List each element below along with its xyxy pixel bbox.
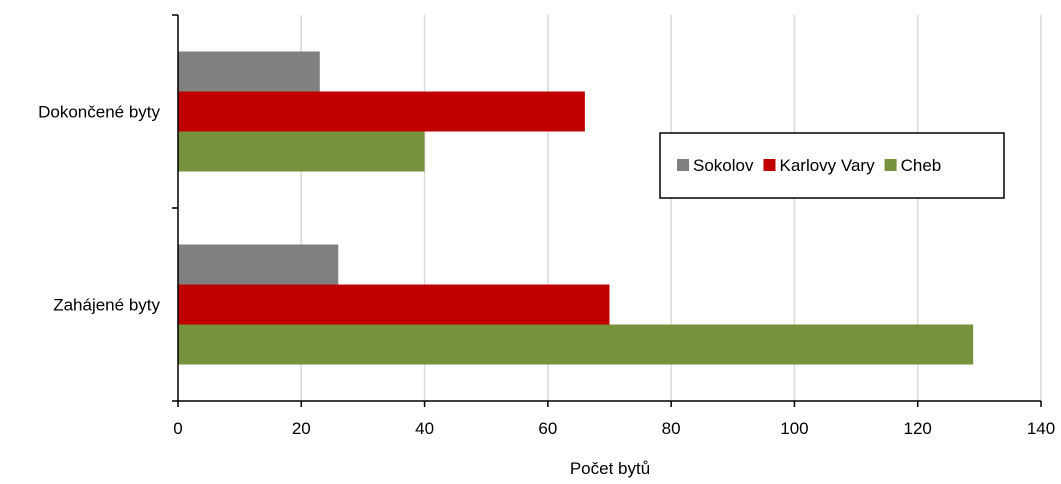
y-category-labels: Dokončené byty Zahájené byty xyxy=(38,103,160,315)
bar-karlovy-vary xyxy=(178,91,585,132)
x-tick-label: 20 xyxy=(292,419,311,438)
x-tick-label: 80 xyxy=(662,419,681,438)
x-tick-label: 140 xyxy=(1027,419,1055,438)
bar-sokolov xyxy=(178,51,320,92)
axes xyxy=(172,14,1041,402)
legend-label: Cheb xyxy=(901,156,942,175)
legend-label: Karlovy Vary xyxy=(779,156,875,175)
bar-cheb xyxy=(178,131,425,172)
gridlines xyxy=(300,15,1042,401)
x-tick-label: 0 xyxy=(173,419,182,438)
legend-swatch xyxy=(763,159,776,171)
x-tick-label: 100 xyxy=(780,419,808,438)
legend: Sokolov Karlovy Vary Cheb xyxy=(659,132,1005,199)
legend-swatch xyxy=(884,159,897,171)
legend-box xyxy=(659,132,1005,199)
bar-karlovy-vary xyxy=(178,284,610,325)
x-tick-label: 60 xyxy=(538,419,557,438)
x-tick-label: 120 xyxy=(904,419,932,438)
bars xyxy=(178,51,974,365)
x-axis-title: Počet bytů xyxy=(570,459,650,478)
legend-swatch xyxy=(677,159,689,171)
y-category-label: Zahájené byty xyxy=(53,296,160,315)
x-tick-labels: 0 20 40 60 80 100 120 140 xyxy=(173,401,1055,438)
bar-sokolov xyxy=(178,244,339,285)
bar-cheb xyxy=(178,324,974,365)
legend-label: Sokolov xyxy=(693,156,754,175)
y-category-label: Dokončené byty xyxy=(38,103,160,122)
x-tick-label: 40 xyxy=(415,419,434,438)
